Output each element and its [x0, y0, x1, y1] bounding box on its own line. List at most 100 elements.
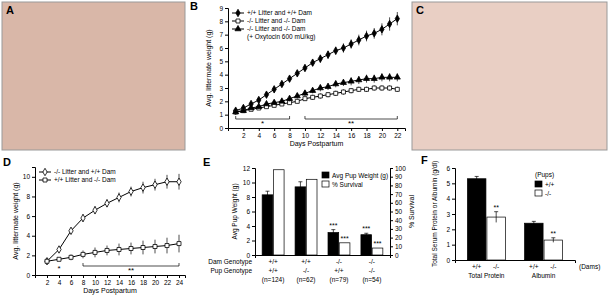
- tick-label: 3: [219, 85, 223, 92]
- row-value: -/-: [369, 258, 375, 265]
- row-value: -/-: [369, 267, 375, 274]
- tick: 6: [219, 45, 228, 52]
- tick-label: 7: [219, 31, 223, 38]
- bar-label: -/-: [493, 263, 499, 270]
- tick: 12: [104, 275, 112, 286]
- marker: [357, 36, 361, 43]
- plot-area: [262, 170, 383, 255]
- tick: 8: [82, 275, 86, 286]
- tick-label: 5: [446, 180, 450, 187]
- marker: [326, 51, 330, 58]
- error-bar: [331, 230, 335, 236]
- annotation: **: [128, 266, 134, 275]
- tick-label: 4: [26, 232, 30, 239]
- axis-line: [252, 169, 256, 256]
- tick-label: 0: [26, 272, 30, 279]
- marker: [318, 55, 322, 62]
- tick-label: 8: [219, 18, 223, 25]
- photo: [412, 2, 607, 150]
- y-axis: 0123456: [446, 165, 455, 264]
- tick-mark: [390, 255, 393, 256]
- figure: ACB2468101214161820220123456789Days Post…: [0, 0, 609, 304]
- tick-label: 10: [92, 279, 100, 286]
- marker: [349, 40, 353, 47]
- tick: 18: [363, 128, 371, 139]
- tick: 10: [302, 128, 310, 139]
- tick: 14: [116, 275, 124, 286]
- series-line: [236, 77, 398, 112]
- tick-label: 1: [219, 111, 223, 118]
- marker: [318, 94, 322, 98]
- tick-mark: [252, 241, 255, 242]
- legend-swatch: [322, 172, 329, 178]
- marker: [240, 107, 246, 112]
- legend-entry: +/+ Litter and -/- Dam: [54, 176, 116, 183]
- tick-mark: [252, 183, 255, 184]
- marker: [177, 242, 181, 246]
- tick-label: 24: [176, 279, 184, 286]
- tick-mark: [225, 21, 228, 22]
- tick: 20: [379, 128, 387, 139]
- row-value: +/+: [301, 258, 311, 265]
- tick-label: 10: [395, 243, 403, 250]
- marker: [317, 84, 323, 89]
- tick-label: 16: [348, 132, 356, 139]
- significance: ***: [373, 240, 381, 247]
- marker: [264, 91, 268, 98]
- tick-mark: [225, 48, 228, 49]
- marker: [371, 75, 377, 80]
- marker: [294, 92, 300, 97]
- marker: [45, 259, 49, 263]
- tick: 3: [446, 211, 455, 218]
- tick: 2: [46, 275, 50, 286]
- tick-mark: [243, 128, 244, 131]
- marker: [287, 95, 293, 100]
- error-bar: [298, 182, 302, 192]
- tick-mark: [351, 128, 352, 131]
- marker: [177, 178, 181, 185]
- tick: 10: [92, 275, 100, 286]
- marker: [363, 75, 369, 80]
- x-axis-title: Days Postpartum: [290, 140, 344, 148]
- legend: +/+ Litter and +/+ Dam-/- Litter and -/-…: [232, 9, 315, 41]
- y-axis-title: Total Serum Protein or Albumin (g/dl): [431, 161, 439, 267]
- tick-mark: [390, 168, 393, 169]
- tick-label: 2: [46, 279, 50, 286]
- y-axis-title: Avg Pup Weight (g): [231, 183, 239, 239]
- tick-label: 60: [395, 199, 403, 206]
- tick: 10: [390, 243, 403, 250]
- marker: [234, 107, 238, 114]
- marker: [280, 80, 284, 87]
- tick-mark: [452, 245, 455, 246]
- marker: [326, 93, 330, 97]
- legend-marker: [43, 178, 47, 182]
- tick-label: 20: [152, 279, 160, 286]
- marker: [357, 87, 361, 91]
- tick-mark: [390, 194, 393, 195]
- tick: 2: [26, 252, 35, 259]
- tick: 80: [390, 182, 403, 189]
- tick: 10: [23, 173, 35, 180]
- axis-line: [391, 169, 394, 256]
- category-label: Albumin: [532, 272, 556, 279]
- tick: 6: [246, 208, 255, 215]
- legend-entry: -/- Litter and -/- Dam: [247, 25, 306, 32]
- series-line: [236, 88, 398, 112]
- marker: [333, 80, 339, 85]
- tick-label: 30: [395, 225, 403, 232]
- tick-mark: [390, 238, 393, 239]
- tick: 14: [333, 128, 341, 139]
- tick-mark: [225, 115, 228, 116]
- tick-label: 6: [246, 208, 250, 215]
- plot-area: [233, 12, 401, 114]
- significance: ***: [329, 222, 337, 229]
- marker: [93, 206, 97, 213]
- marker: [117, 194, 121, 201]
- tick: 16: [128, 275, 136, 286]
- tick-mark: [32, 275, 35, 276]
- tick-mark: [179, 275, 180, 278]
- legend: (Pups)+/+-/-: [535, 171, 555, 197]
- tick-mark: [390, 177, 393, 178]
- category-label: Total Protein: [468, 272, 505, 279]
- legend-entry: % Survival: [332, 181, 363, 188]
